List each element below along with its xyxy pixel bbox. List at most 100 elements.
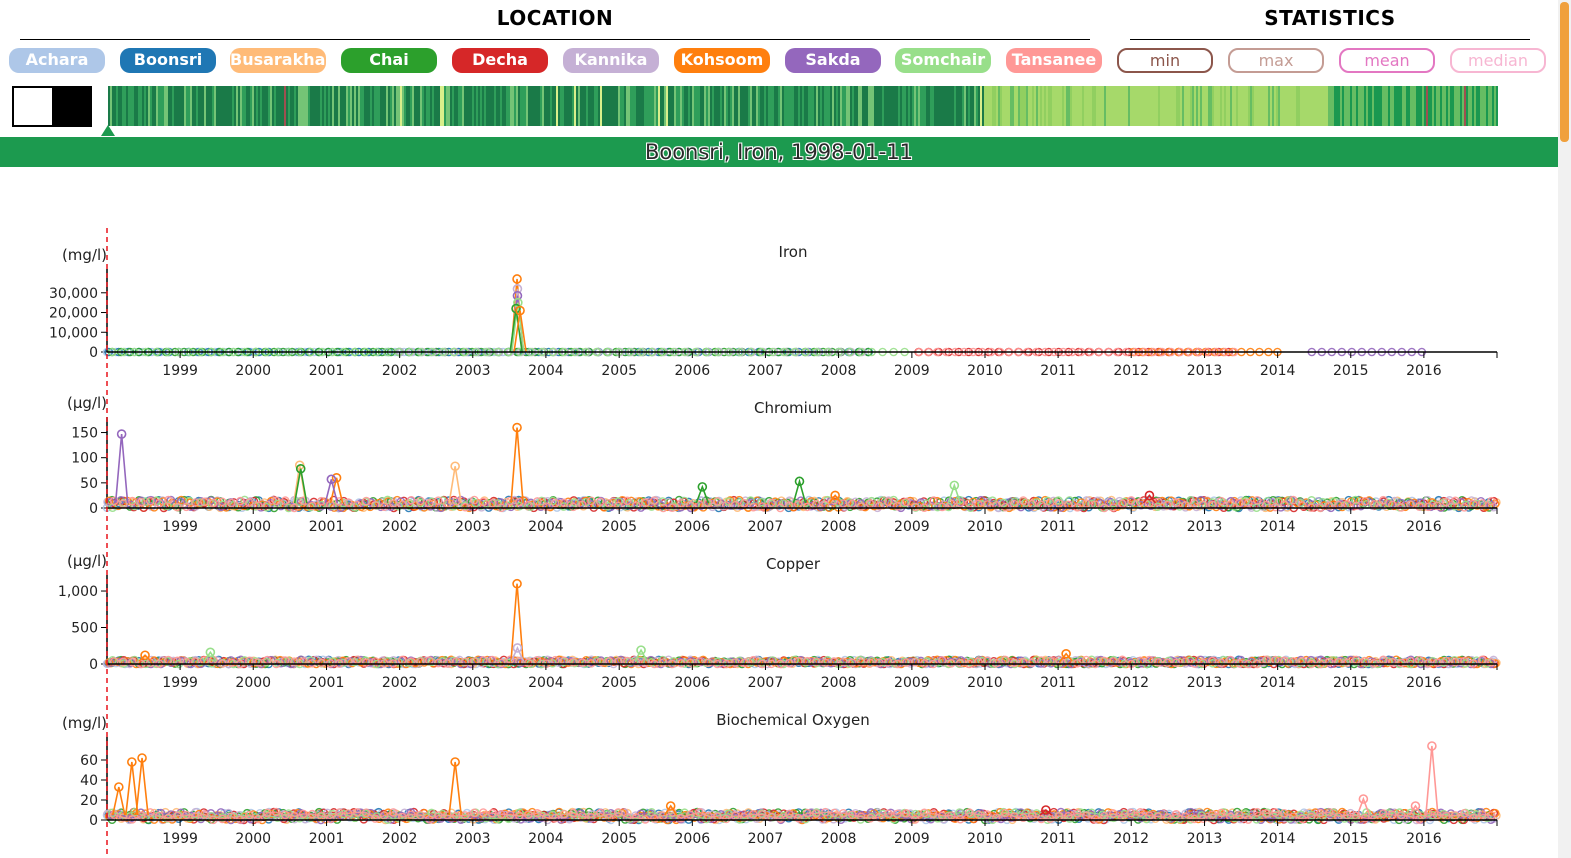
- heat-strip-cell[interactable]: [256, 86, 258, 126]
- data-point[interactable]: [1352, 501, 1361, 511]
- heat-strip-cell[interactable]: [314, 86, 316, 126]
- data-point[interactable]: [884, 657, 893, 667]
- heat-strip-cell[interactable]: [400, 86, 402, 126]
- heat-strip-cell[interactable]: [1268, 86, 1270, 126]
- heat-strip-cell[interactable]: [636, 86, 638, 126]
- heat-strip-cell[interactable]: [1290, 86, 1292, 126]
- toggle-black-half[interactable]: [52, 88, 90, 125]
- heat-strip-cell[interactable]: [364, 86, 366, 126]
- heat-strip-cell[interactable]: [1100, 86, 1102, 126]
- heat-strip-cell[interactable]: [276, 86, 278, 126]
- data-point[interactable]: [487, 499, 497, 508]
- heat-strip-cell[interactable]: [1438, 86, 1440, 126]
- heat-strip-cell[interactable]: [950, 86, 952, 126]
- heat-strip-cell[interactable]: [1050, 86, 1052, 126]
- data-point[interactable]: [533, 497, 542, 506]
- heat-strip-cell[interactable]: [1272, 86, 1274, 126]
- heat-strip-cell[interactable]: [678, 86, 680, 126]
- heat-strip-cell[interactable]: [708, 86, 710, 126]
- heat-strip-cell[interactable]: [1082, 86, 1084, 126]
- data-point[interactable]: [271, 496, 281, 506]
- heat-strip-cell[interactable]: [392, 86, 394, 126]
- heat-strip-cell[interactable]: [644, 86, 646, 126]
- heat-strip-cell[interactable]: [1078, 86, 1080, 126]
- data-point[interactable]: [677, 499, 686, 508]
- heat-strip-cell[interactable]: [310, 86, 312, 126]
- heat-strip-cell[interactable]: [164, 86, 166, 126]
- heat-strip-cell[interactable]: [1300, 86, 1302, 126]
- heat-strip-cell[interactable]: [434, 86, 436, 126]
- data-point[interactable]: [884, 497, 893, 507]
- heat-strip-cell[interactable]: [1296, 86, 1298, 126]
- statistic-button-mean[interactable]: mean: [1339, 48, 1435, 73]
- data-point[interactable]: [1181, 501, 1190, 510]
- heat-strip-cell[interactable]: [350, 86, 352, 126]
- heat-strip-cell[interactable]: [168, 86, 170, 126]
- data-point[interactable]: [1424, 502, 1433, 512]
- heat-strip-cell[interactable]: [128, 86, 130, 126]
- heat-strip-cell[interactable]: [260, 86, 262, 126]
- data-point[interactable]: [298, 657, 308, 666]
- data-point[interactable]: [1325, 501, 1334, 511]
- data-point[interactable]: [316, 496, 326, 506]
- spike-point[interactable]: [512, 290, 523, 301]
- heat-strip-cell[interactable]: [1012, 86, 1014, 126]
- statistic-button-min[interactable]: min: [1117, 48, 1213, 73]
- heat-strip-cell[interactable]: [1382, 86, 1384, 126]
- data-point[interactable]: [190, 498, 200, 507]
- heat-strip-cell[interactable]: [1218, 86, 1220, 126]
- data-point[interactable]: [596, 497, 605, 507]
- heat-strip-cell[interactable]: [1140, 86, 1142, 126]
- heat-strip-cell[interactable]: [786, 86, 788, 126]
- heat-strip-cell[interactable]: [1256, 86, 1258, 126]
- data-point[interactable]: [172, 502, 182, 512]
- heat-strip-cell[interactable]: [992, 86, 994, 126]
- data-point[interactable]: [785, 501, 794, 510]
- heat-strip-cell[interactable]: [482, 86, 484, 126]
- heat-strip-cell[interactable]: [258, 86, 260, 126]
- spike-point[interactable]: [512, 578, 522, 589]
- heat-strip-cell[interactable]: [606, 86, 608, 126]
- heat-strip-cell[interactable]: [560, 86, 562, 126]
- data-point[interactable]: [1451, 496, 1460, 506]
- data-point[interactable]: [515, 501, 524, 511]
- heat-strip-cell[interactable]: [720, 86, 722, 126]
- data-point[interactable]: [965, 499, 974, 508]
- heat-strip-cell[interactable]: [488, 86, 490, 126]
- heat-strip-cell[interactable]: [460, 86, 462, 126]
- heat-strip-cell[interactable]: [948, 86, 950, 126]
- heat-strip-cell[interactable]: [984, 86, 986, 126]
- heat-strip-cell[interactable]: [1266, 86, 1268, 126]
- heat-strip-cell[interactable]: [650, 86, 652, 126]
- data-point[interactable]: [1476, 496, 1486, 506]
- heat-strip-cell[interactable]: [1312, 86, 1314, 126]
- heat-strip-cell[interactable]: [156, 86, 158, 126]
- heat-strip-cell[interactable]: [184, 86, 186, 126]
- heat-strip-cell[interactable]: [198, 86, 200, 126]
- heat-strip-cell[interactable]: [552, 86, 554, 126]
- data-point[interactable]: [152, 496, 161, 506]
- data-point[interactable]: [1361, 496, 1370, 506]
- heat-strip-cell[interactable]: [196, 86, 198, 126]
- heat-strip-cell[interactable]: [344, 86, 346, 126]
- heat-strip-cell[interactable]: [188, 86, 190, 126]
- heat-strip-cell[interactable]: [1346, 86, 1348, 126]
- heat-strip-cell[interactable]: [1068, 86, 1070, 126]
- heat-strip-cell[interactable]: [122, 86, 124, 126]
- heat-strip-cell[interactable]: [1440, 86, 1442, 126]
- data-point[interactable]: [866, 658, 875, 668]
- heat-strip-cell[interactable]: [166, 86, 168, 126]
- data-point[interactable]: [1153, 502, 1162, 512]
- heat-strip-cell[interactable]: [912, 86, 914, 126]
- heat-strip-cell[interactable]: [1424, 86, 1426, 126]
- heat-strip-cell[interactable]: [336, 86, 338, 126]
- heat-strip-cell[interactable]: [416, 86, 418, 126]
- heat-strip-cell[interactable]: [1308, 86, 1310, 126]
- heat-strip-cell[interactable]: [1118, 86, 1120, 126]
- heat-strip-cell[interactable]: [1350, 86, 1352, 126]
- heat-strip-cell[interactable]: [202, 86, 204, 126]
- heat-strip-cell[interactable]: [1386, 86, 1388, 126]
- heat-strip-cell[interactable]: [1130, 86, 1132, 126]
- heat-strip-cell[interactable]: [810, 86, 812, 126]
- heat-strip-cell[interactable]: [186, 86, 188, 126]
